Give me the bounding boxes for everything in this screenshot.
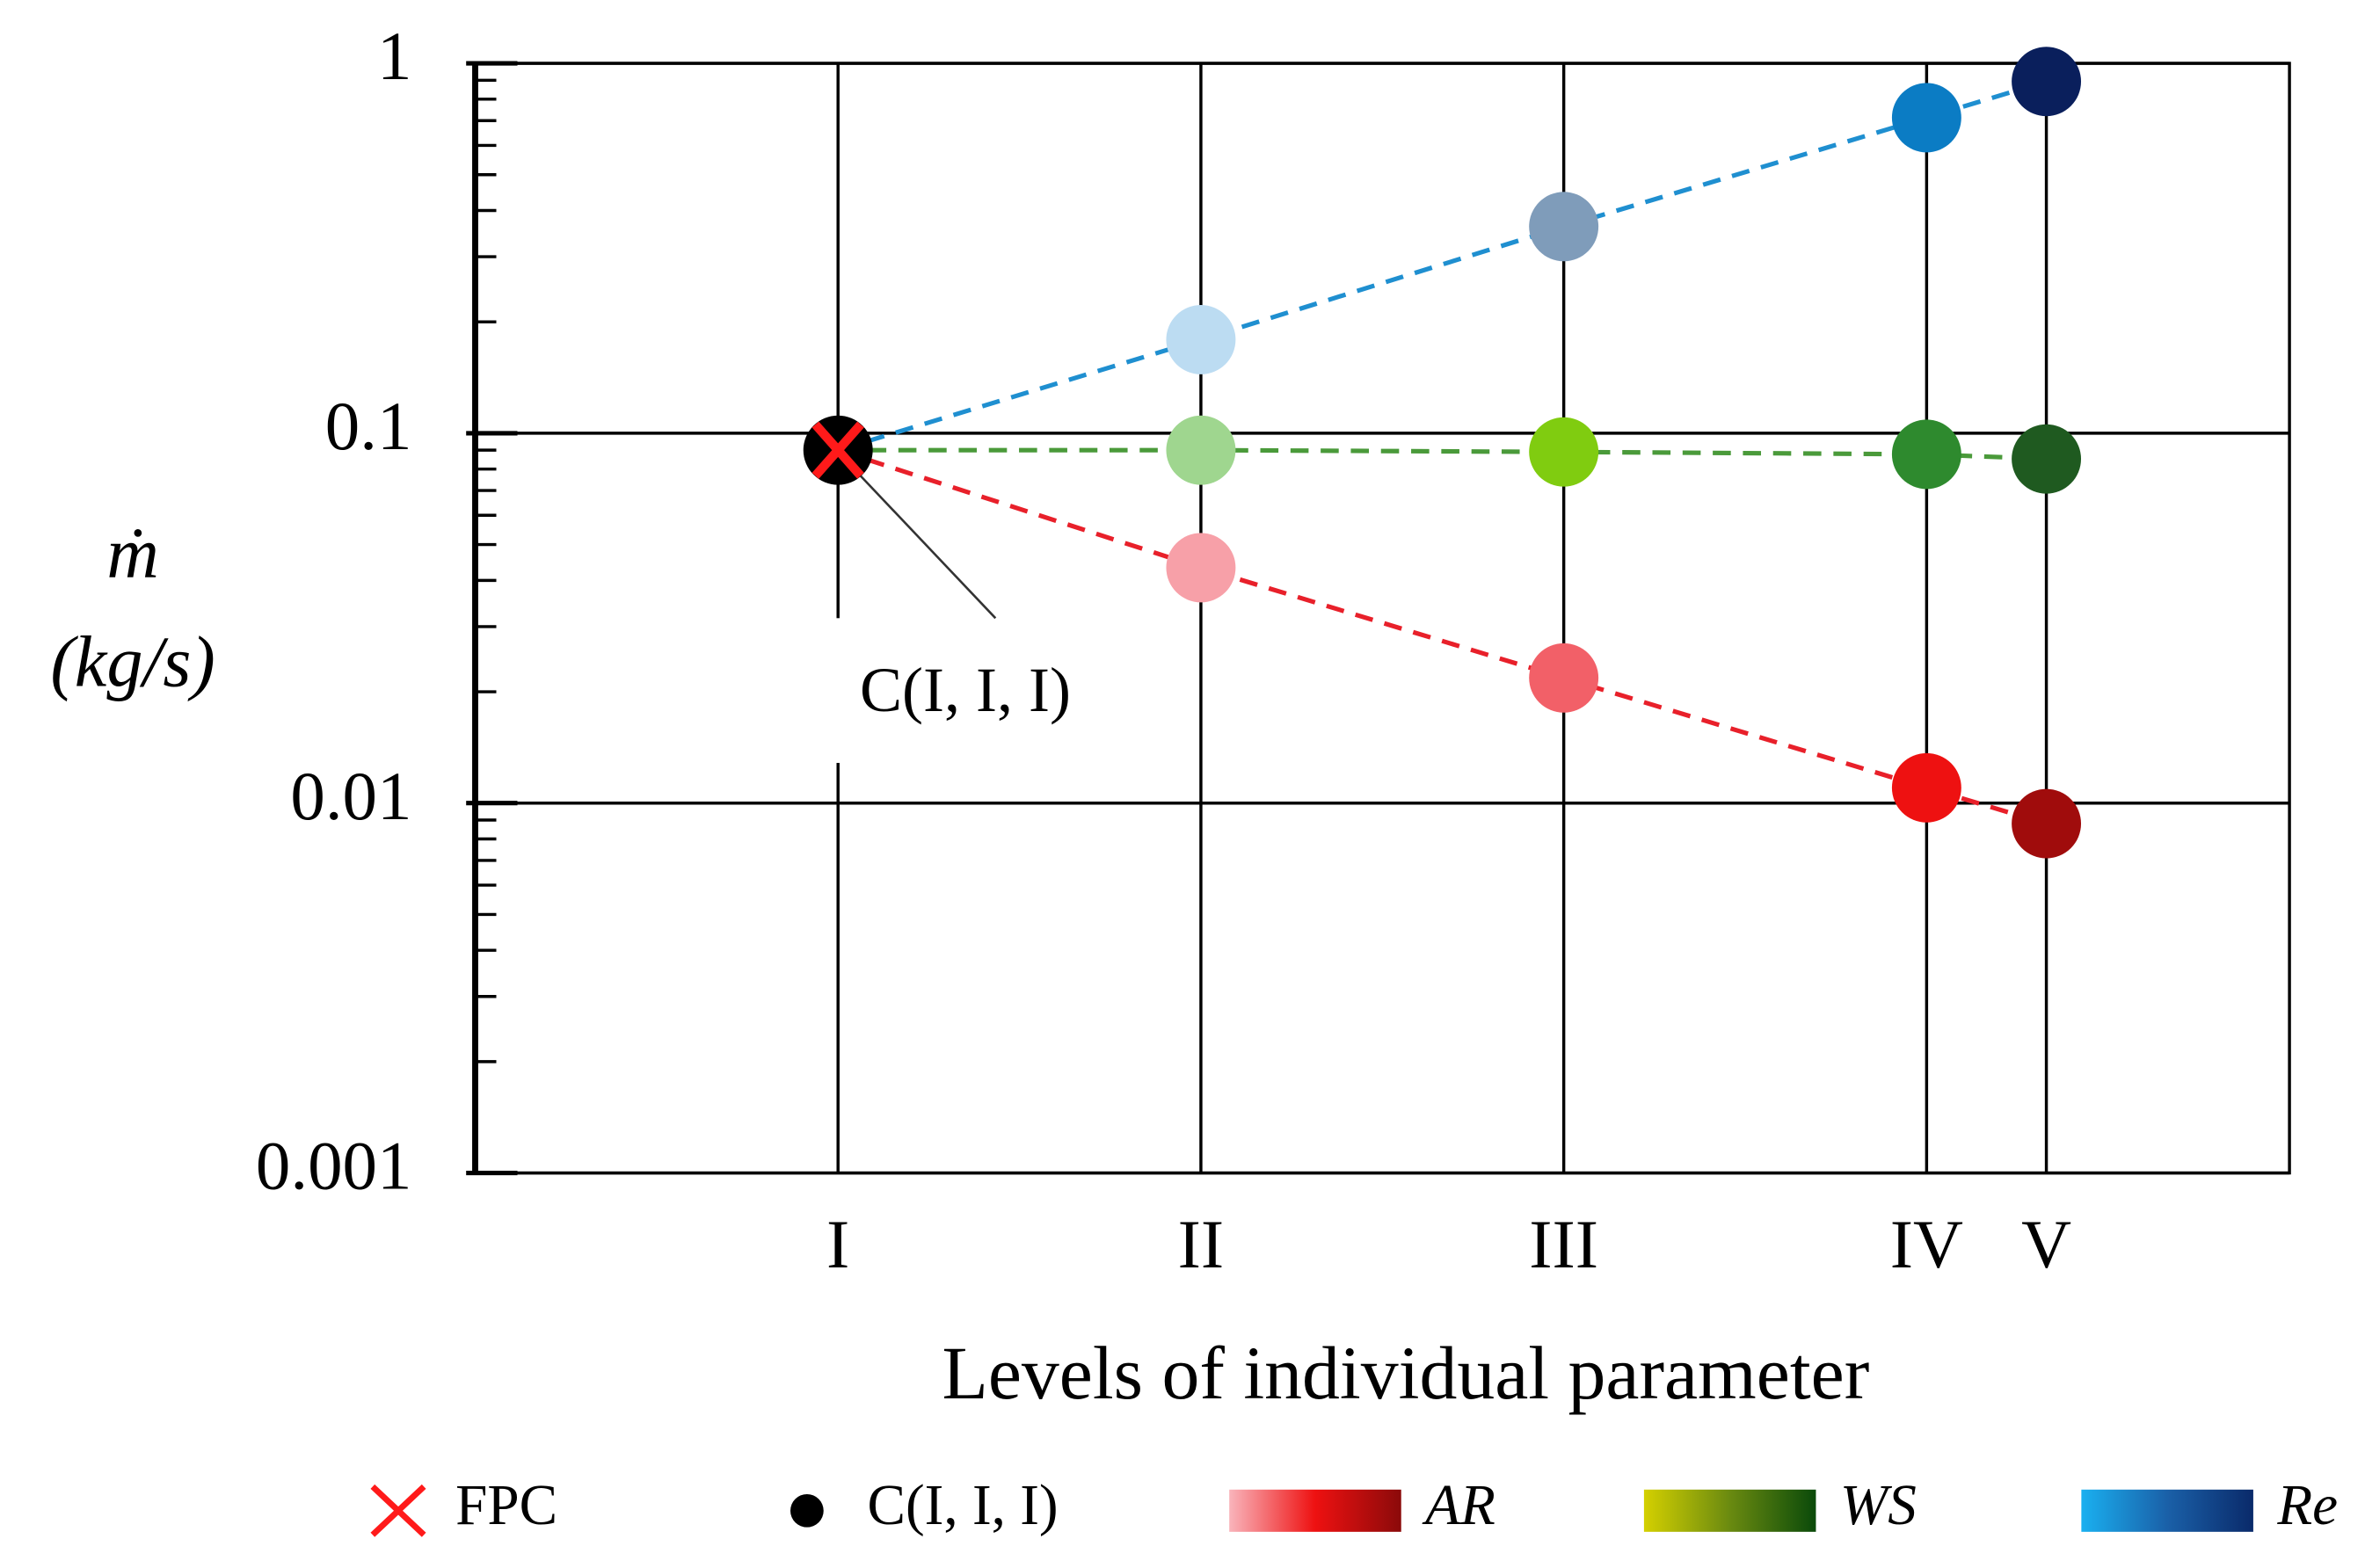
data-point — [1529, 417, 1599, 487]
y-axis-label: ṁ — [106, 513, 158, 593]
y-tick-label: 1 — [377, 18, 411, 95]
plot-frame — [473, 62, 2291, 1175]
legend-swatch — [2081, 1489, 2253, 1532]
legend-label: C(I, I, I) — [867, 1474, 1058, 1537]
annotation-leader — [855, 470, 997, 620]
x-tick-label: V — [2021, 1207, 2071, 1283]
x-tick-label: IV — [1890, 1207, 1963, 1283]
legend-center-marker — [790, 1493, 824, 1528]
legend-label: FPC — [455, 1474, 557, 1537]
data-point — [1891, 83, 1961, 153]
legend-swatch — [1643, 1489, 1816, 1532]
data-point — [2012, 424, 2082, 494]
x-tick-label: III — [1529, 1207, 1598, 1283]
legend-swatch — [1229, 1489, 1401, 1532]
y-tick-label: 0.1 — [325, 388, 412, 465]
series-line — [837, 79, 2048, 453]
legend-label: AR — [1422, 1474, 1495, 1537]
legend-label: WS — [1840, 1474, 1917, 1537]
annotation: C(I, I, I) — [860, 655, 1071, 725]
data-point — [1166, 533, 1236, 603]
x-axis-label: Levels of individual parameter — [942, 1332, 1869, 1415]
data-point — [2012, 47, 2082, 117]
data-point — [1529, 642, 1599, 713]
data-point — [1529, 192, 1599, 262]
x-tick-label: II — [1178, 1207, 1225, 1283]
y-tick-label: 0.01 — [290, 759, 411, 835]
fpc-marker — [811, 421, 864, 479]
data-point — [1166, 415, 1236, 485]
legend-fpc-marker — [370, 1484, 426, 1537]
y-tick-label: 0.001 — [256, 1129, 412, 1205]
data-point — [1166, 305, 1236, 374]
data-point — [2012, 788, 2082, 859]
x-tick-label: I — [826, 1207, 849, 1283]
legend-label: Re — [2276, 1474, 2338, 1537]
data-point — [1891, 419, 1961, 490]
data-point — [1891, 752, 1961, 823]
annotation-bg — [823, 618, 1080, 763]
series-line — [838, 447, 2047, 461]
y-axis-label: (kg/s) — [50, 622, 215, 702]
